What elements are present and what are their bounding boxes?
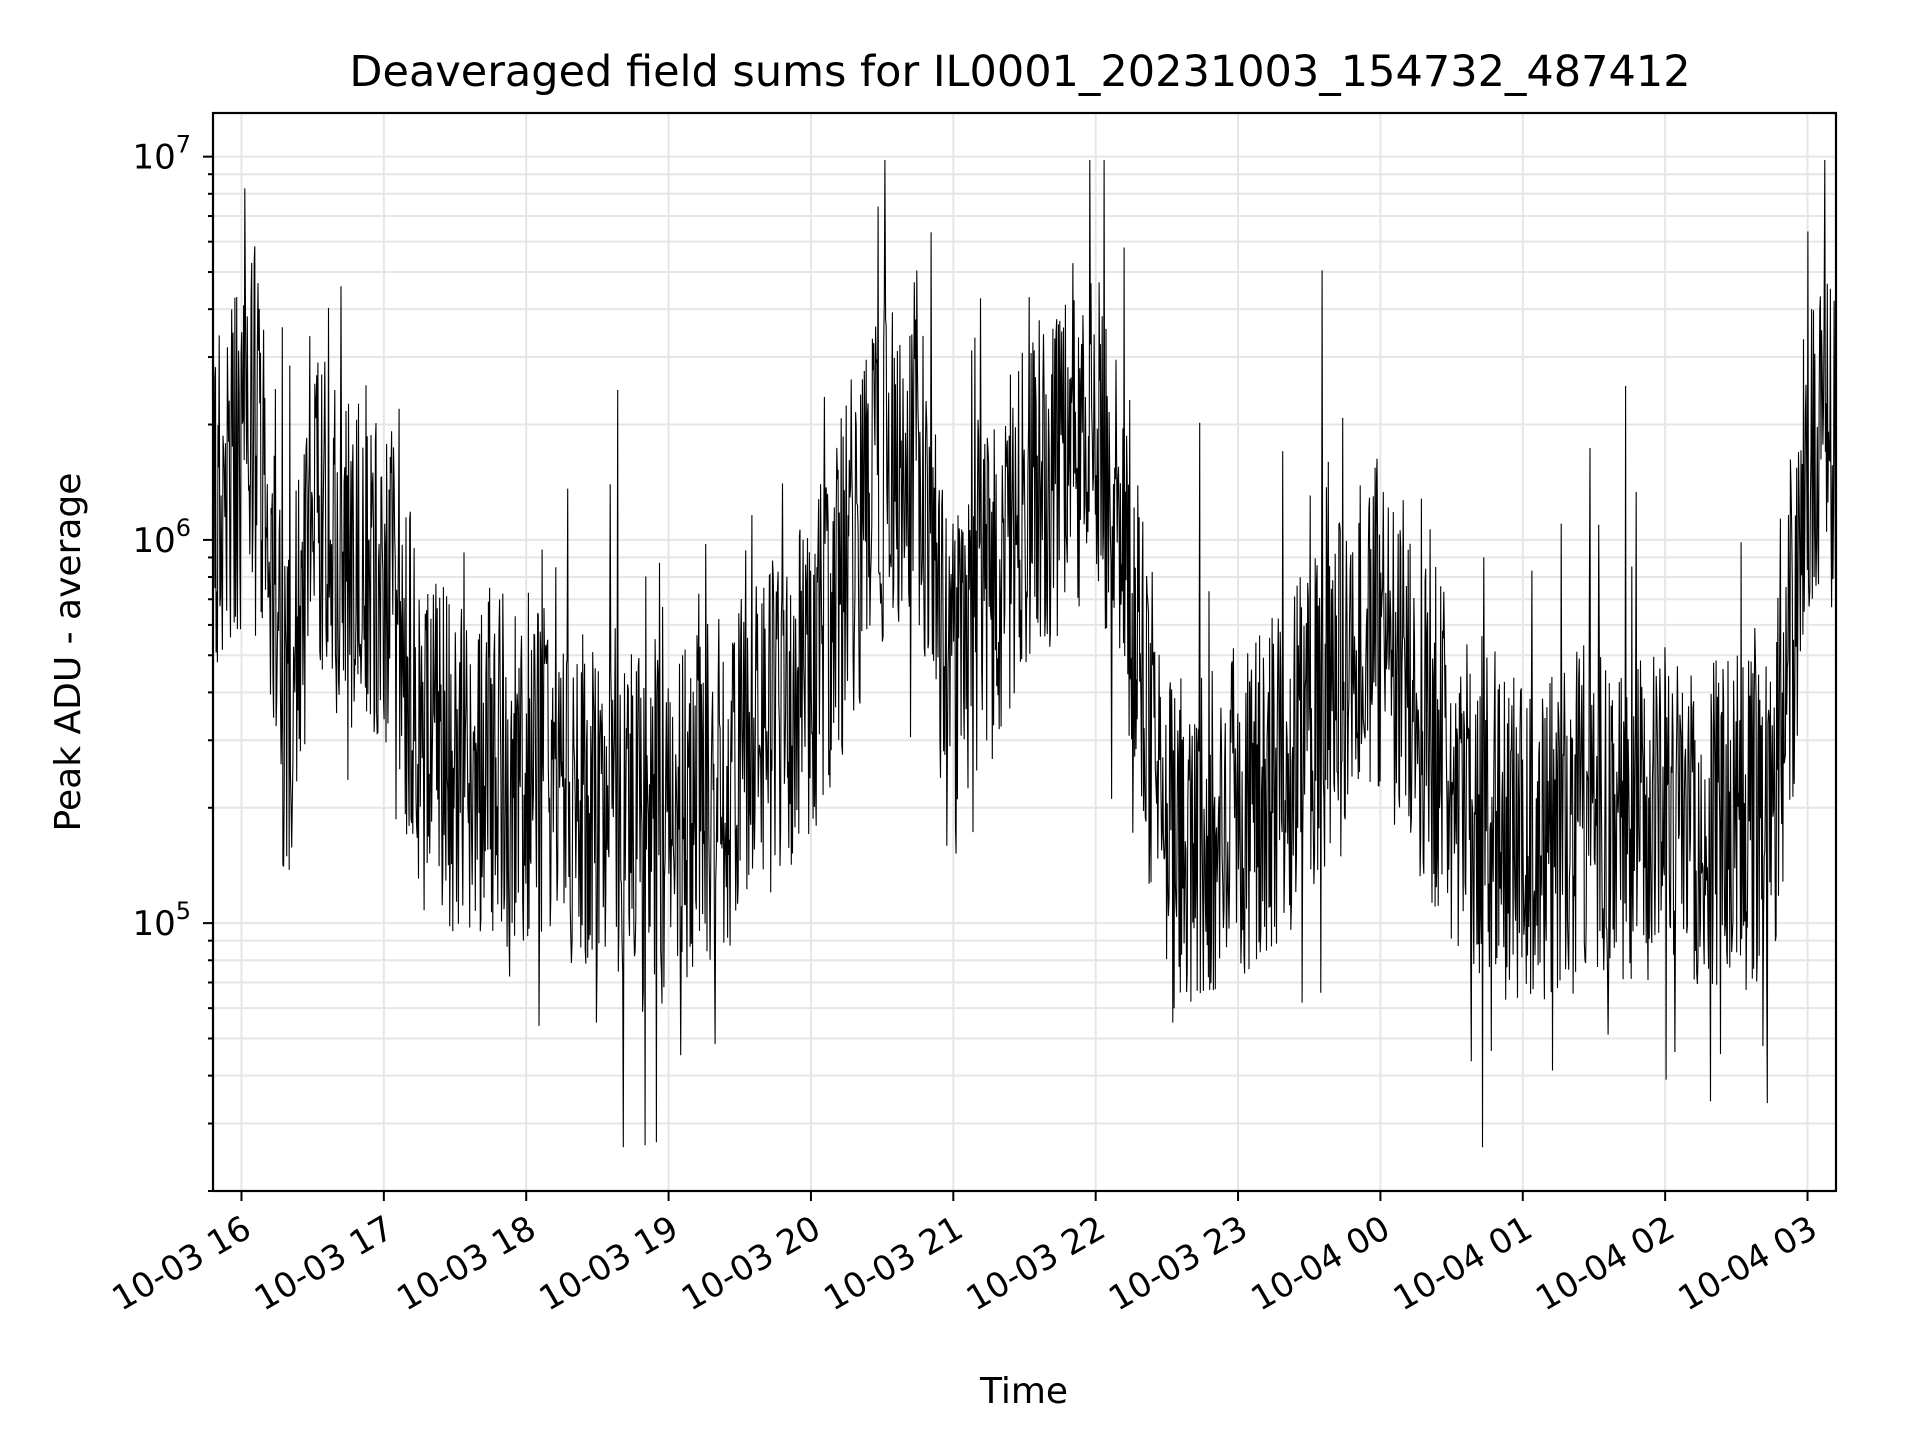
y-tick-base: 10 (132, 521, 175, 561)
chart-title: Deaveraged field sums for IL0001_2023100… (349, 47, 1690, 97)
plot-area (212, 159, 1837, 1148)
y-axis-label: Peak ADU - average (48, 473, 89, 832)
y-tick-base: 10 (132, 904, 175, 944)
y-tick-label: 106 (132, 514, 191, 561)
y-tick-exponent: 5 (176, 897, 191, 925)
y-tick-base: 10 (132, 138, 175, 178)
y-tick-exponent: 6 (176, 514, 191, 542)
plot-frame (211, 111, 1838, 1193)
series-line (212, 159, 1837, 1148)
y-tick-label: 107 (132, 131, 191, 178)
y-tick-label: 105 (132, 897, 191, 944)
x-axis-label: Time (979, 1371, 1068, 1412)
y-tick-exponent: 7 (176, 131, 191, 159)
